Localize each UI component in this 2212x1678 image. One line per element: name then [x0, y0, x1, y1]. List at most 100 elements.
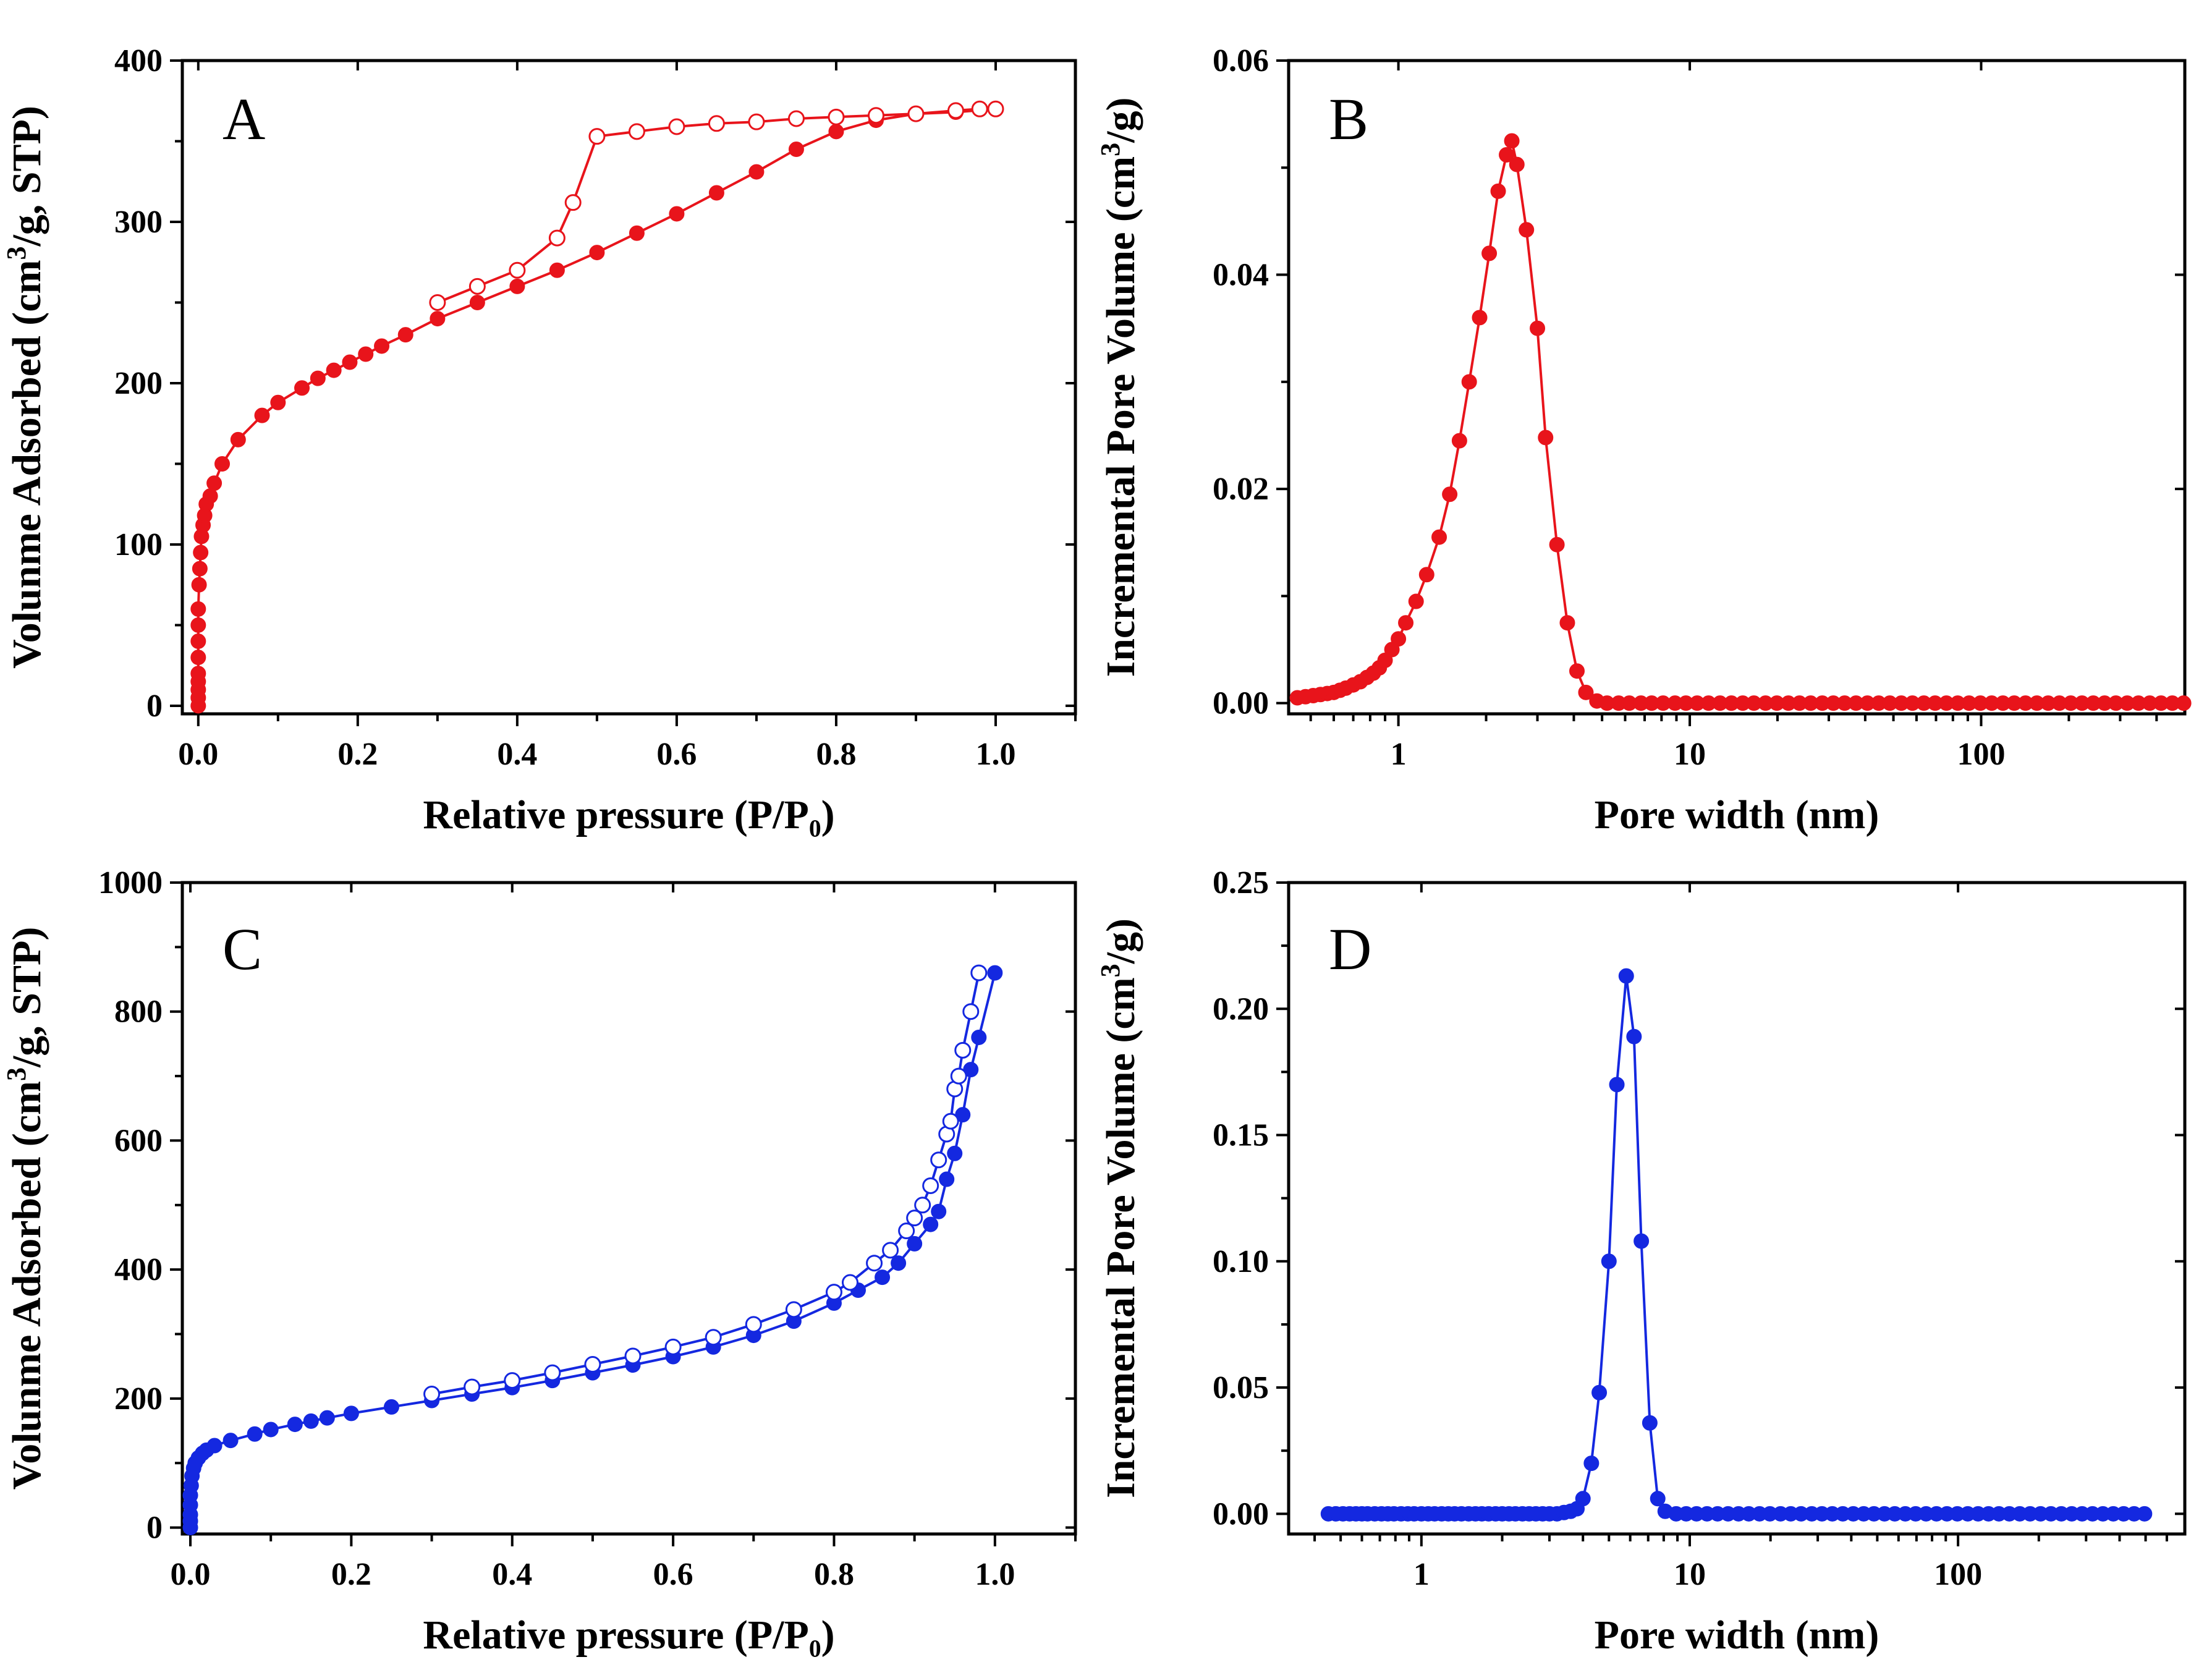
panel-a-adsorption-point [828, 124, 844, 140]
panel-a-adsorption-point [509, 278, 525, 294]
panel-a-desorption-point [987, 100, 1004, 117]
panel-b-PSD-point [1578, 684, 1594, 700]
panel-c-adsorption-point [303, 1413, 319, 1429]
panel-a-adsorption-point [748, 164, 765, 180]
panel-c-y-tick-label: 800 [114, 994, 163, 1030]
panel-c-desorption-point [970, 964, 988, 981]
panel-c-desorption-point [705, 1329, 722, 1346]
panel-b: 1 10 100 0.00 0.02 0.04 0.06 Pore width (nm) Inc… [1095, 43, 2192, 837]
panel-c-x-tick-label: 0.4 [492, 1557, 532, 1592]
panel-c-desorption-point [950, 1067, 967, 1085]
panel-c-adsorption-point [971, 1029, 987, 1045]
panel-c-y-tick-label: 0 [146, 1511, 163, 1546]
panel-c-adsorption-point [907, 1235, 923, 1252]
panel-c: 0.0 0.2 0.4 0.6 0.8 1.0 0 200 400 600 800 1000 Relat… [1, 865, 1077, 1658]
panel-a-adsorption-point [202, 488, 218, 504]
panel-c-desorption-point [785, 1301, 802, 1318]
panel-d-PSD-point [1642, 1415, 1658, 1431]
panel-a-adsorption-point [190, 601, 206, 617]
panel-d-y-tick-label: 0.20 [1213, 991, 1269, 1027]
panel-c-y-axis-title: Volunme Adsorbed (cm3/g, STP) [1, 927, 49, 1490]
panel-c-adsorption-point [343, 1405, 359, 1422]
panel-a-adsorption-point [342, 354, 358, 370]
panel-a-desorption-point [947, 102, 964, 119]
panel-a-x-axis-title: Relative pressure (P/P₀) [423, 792, 834, 837]
panel-a-desorption-point [828, 108, 845, 125]
panel-d-PSD-point [1591, 1384, 1608, 1400]
panel-a-x-tick-label: 0.2 [337, 737, 378, 772]
panel-b-x-tick-label: 10 [1674, 737, 1706, 772]
panel-a-desorption-point [668, 118, 685, 135]
panel-c-desorption-point [922, 1177, 939, 1194]
panel-c-adsorption-point [319, 1410, 335, 1426]
panel-b-PSD-point [1418, 567, 1434, 583]
panel-c-letter: C [222, 916, 262, 982]
panel-a-adsorption-point [708, 185, 724, 201]
panel-a-desorption-point [468, 278, 486, 295]
panel-a-x-tick-label: 1.0 [975, 737, 1015, 772]
panel-d-PSD-point [1650, 1491, 1666, 1507]
panel-a-desorption-point [867, 107, 884, 124]
panel-b-PSD-point [1530, 320, 1546, 336]
panel-d-PSD-point [1583, 1456, 1600, 1472]
panel-b-x-tick-label: 1 [1391, 737, 1407, 772]
panel-a-adsorption-point [214, 456, 231, 472]
panel-d-PSD-point [1575, 1491, 1591, 1507]
panel-a-y-tick-label: 200 [114, 366, 163, 401]
panel-c-x-tick-label: 0.8 [814, 1557, 854, 1592]
panel-a-adsorption-point [270, 394, 286, 410]
panel-a-adsorption-point [230, 431, 246, 447]
panel-a-letter: A [222, 86, 265, 152]
panel-d-PSD-point [2137, 1506, 2153, 1522]
panel-d-x-tick-label: 1 [1413, 1557, 1430, 1592]
panel-a-adsorption-point [788, 142, 804, 158]
panel-c-adsorption-point [263, 1422, 279, 1438]
panel-b-y-axis-title: Incremental Pore Volume (cm3/g) [1095, 98, 1143, 677]
panel-c-desorption-point [825, 1284, 842, 1301]
panel-c-desorption-point [906, 1210, 923, 1227]
panel-c-adsorption-point [947, 1145, 963, 1161]
panel-a-adsorption-point [326, 362, 342, 378]
panel-b-x-axis-title: Pore width (nm) [1595, 792, 1879, 837]
panel-c-desorption-point [882, 1242, 899, 1259]
panel-b-PSD-point [1442, 486, 1458, 502]
panel-a-desorption-point [708, 115, 725, 132]
panel-a-adsorption-point [294, 380, 310, 396]
panel-c-x-tick-label: 1.0 [975, 1557, 1015, 1592]
panel-b-PSD-point [2176, 695, 2192, 711]
panel-a-adsorption-point [190, 666, 206, 682]
panel-a-x-tick-label: 0.6 [656, 737, 697, 772]
panel-d-PSD-point [1626, 1028, 1642, 1045]
panel-c-adsorption-point [222, 1433, 239, 1449]
panel-c-y-tick-label: 600 [114, 1123, 163, 1158]
panel-b-y-tick-label: 0.00 [1213, 686, 1269, 721]
panel-b-y-tick-label: 0.04 [1213, 258, 1269, 293]
panel-d-letter: D [1329, 916, 1371, 982]
panel-d-y-tick-label: 0.25 [1213, 865, 1269, 900]
panel-a-desorption-point [509, 261, 526, 279]
panel-a-adsorption-point [254, 407, 270, 423]
panel-d-PSD-point [1609, 1077, 1625, 1093]
panel-c-adsorption-point [987, 965, 1003, 981]
panel-d-y-tick-label: 0.05 [1213, 1370, 1269, 1405]
panel-a-frame [180, 59, 1077, 716]
panel-c-desorption-point [841, 1274, 858, 1291]
panel-a-desorption-point [564, 194, 582, 211]
panel-c-desorption-point [584, 1356, 601, 1373]
panel-b-PSD-point [1490, 183, 1506, 199]
panel-a-adsorption-point [669, 206, 685, 222]
panel-c-desorption-line [431, 972, 980, 1396]
panel-d-y-tick-label: 0.00 [1213, 1496, 1269, 1532]
panel-a-adsorption-point [589, 245, 605, 261]
panel-b-PSD-point [1472, 310, 1488, 326]
panel-b-PSD-point [1451, 433, 1467, 449]
panel-c-adsorption-point [206, 1438, 222, 1454]
panel-a-adsorption-point [193, 545, 209, 561]
panel-c-x-tick-label: 0.0 [171, 1557, 211, 1592]
panel-a-x-tick-label: 0.0 [178, 737, 218, 772]
panel-a-desorption-point [787, 110, 805, 127]
panel-a-adsorption-point [191, 577, 207, 593]
panel-b-PSD-point [1569, 663, 1585, 679]
panel-b-PSD-point [1431, 529, 1447, 545]
